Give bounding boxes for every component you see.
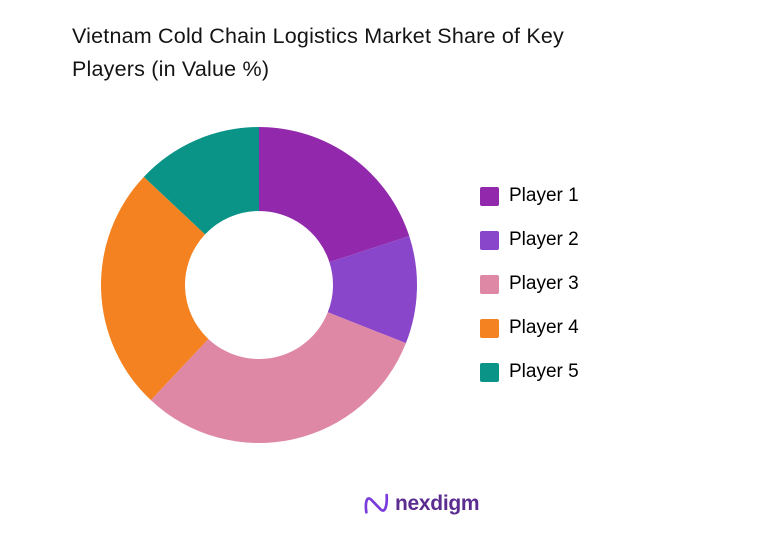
chart-title-line2: Players (in Value %) <box>72 57 270 81</box>
legend-item-player-2: Player 2 <box>480 229 579 250</box>
brand-footer: nexdigm <box>363 490 480 517</box>
chart-title-line1: Vietnam Cold Chain Logistics Market Shar… <box>72 24 564 48</box>
legend-swatch-player-4 <box>480 318 499 338</box>
legend-label-player-3: Player 3 <box>509 273 579 294</box>
donut-slice-player-3 <box>150 312 406 443</box>
legend-swatch-player-5 <box>480 362 499 382</box>
legend-swatch-player-3 <box>480 274 499 294</box>
legend-item-player-5: Player 5 <box>480 361 579 382</box>
donut-slice-player-4 <box>100 176 209 401</box>
donut-chart <box>100 127 417 443</box>
legend-item-player-4: Player 4 <box>480 317 579 338</box>
legend-label-player-5: Player 5 <box>509 361 579 382</box>
legend-swatch-player-1 <box>480 186 499 206</box>
legend-label-player-2: Player 2 <box>509 229 579 250</box>
legend-swatch-player-2 <box>480 230 499 250</box>
nexdigm-logo-wave <box>364 493 389 514</box>
donut-slice-player-5 <box>143 127 259 235</box>
donut-chart-area <box>100 127 417 443</box>
chart-legend: Player 1 Player 2 Player 3 Player 4 Play… <box>480 185 579 406</box>
donut-slice-player-2 <box>327 236 417 344</box>
legend-item-player-1: Player 1 <box>480 185 579 206</box>
legend-label-player-4: Player 4 <box>509 317 579 338</box>
nexdigm-logo-icon <box>364 493 389 514</box>
donut-slice-player-1 <box>259 127 410 263</box>
chart-title: Vietnam Cold Chain Logistics Market Shar… <box>72 20 672 86</box>
legend-label-player-1: Player 1 <box>509 185 579 206</box>
legend-item-player-3: Player 3 <box>480 273 579 294</box>
nexdigm-logo-text: nexdigm <box>395 491 480 515</box>
